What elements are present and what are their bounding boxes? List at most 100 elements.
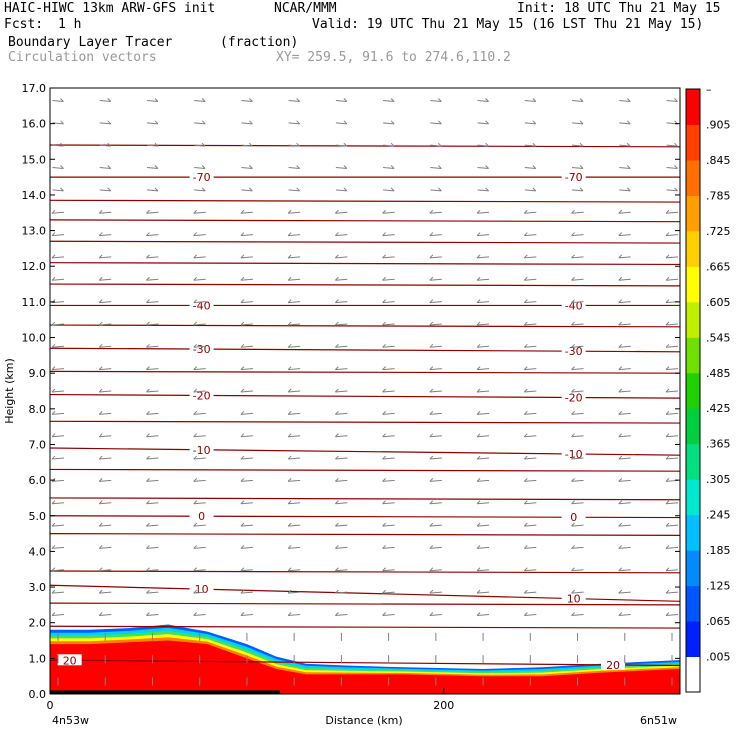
- vector-arrowhead: [240, 545, 245, 549]
- contour-label-bg: [561, 345, 586, 357]
- vector-arrowhead: [249, 142, 253, 147]
- vector-arrowhead: [240, 299, 245, 303]
- vector-arrow: [571, 546, 584, 549]
- vector-arrow: [571, 390, 584, 393]
- vector-arrowhead: [154, 120, 159, 125]
- vector-arrowhead: [335, 612, 339, 616]
- vector-arrowhead: [665, 343, 670, 348]
- vector-arrowhead: [335, 254, 339, 259]
- vector-arrow: [193, 412, 206, 415]
- vector-arrow: [51, 234, 65, 237]
- vector-arrow: [335, 524, 348, 527]
- contour-line: [49, 468, 681, 472]
- vector-arrow: [665, 569, 679, 572]
- vector-arrowhead: [98, 209, 103, 214]
- vector-arrow: [193, 591, 206, 594]
- vector-arrowhead: [390, 165, 395, 169]
- vector-arrow: [240, 613, 253, 616]
- vector-arrow: [477, 569, 490, 572]
- circulation-vectors: [51, 98, 679, 686]
- vector-arrow: [193, 502, 206, 505]
- vector-arrowhead: [146, 545, 150, 549]
- vector-arrow: [240, 301, 253, 304]
- vector-arrowhead: [437, 187, 442, 192]
- vector-arrowhead: [618, 410, 623, 415]
- colorbar-swatch: [686, 550, 700, 587]
- vector-arrowhead: [523, 500, 528, 505]
- vector-arrow: [52, 167, 64, 170]
- xy-coordinates: XY= 259.5, 91.6 to 274.6,110.2: [276, 50, 511, 65]
- vector-arrowhead: [571, 254, 575, 259]
- vector-arrowhead: [532, 120, 537, 125]
- vector-arrow: [194, 122, 206, 125]
- vector-arrowhead: [523, 545, 528, 549]
- colorbar-swatch: [686, 372, 700, 409]
- vector-arrow: [99, 524, 112, 527]
- contour-label: -20: [565, 392, 583, 405]
- vector-arrowhead: [523, 410, 528, 415]
- vector-arrowhead: [579, 142, 584, 147]
- vector-arrow: [571, 189, 584, 192]
- vector-arrowhead: [523, 209, 528, 214]
- terrain-surface: [50, 690, 280, 694]
- vector-arrowhead: [240, 276, 245, 281]
- vector-arrow: [99, 502, 112, 505]
- vector-arrowhead: [201, 187, 206, 192]
- vector-arrowhead: [665, 455, 670, 460]
- vector-arrow: [571, 211, 584, 214]
- vector-arrowhead: [240, 522, 245, 527]
- vector-arrow: [382, 435, 395, 438]
- vector-arrow: [193, 546, 206, 549]
- vector-arrow: [619, 99, 631, 102]
- vector-arrow: [477, 256, 490, 259]
- vector-arrow: [429, 234, 442, 237]
- contour-label-bg: [561, 171, 586, 183]
- vector-arrowhead: [287, 366, 292, 371]
- contour-line: [49, 144, 681, 148]
- vector-arrow: [193, 524, 206, 527]
- vector-arrowhead: [193, 388, 198, 393]
- vector-arrow: [477, 211, 490, 214]
- vector-arrowhead: [240, 589, 245, 594]
- colorbar-label: .845: [706, 154, 731, 167]
- tracer-fill-layer: [50, 624, 680, 694]
- vector-arrowhead: [532, 142, 537, 147]
- vector-arrowhead: [523, 366, 528, 371]
- vector-arrow: [382, 412, 395, 415]
- vector-arrowhead: [429, 343, 434, 348]
- vector-arrowhead: [523, 343, 528, 348]
- vector-arrowhead: [107, 187, 112, 192]
- vector-arrowhead: [618, 522, 623, 527]
- vector-arrowhead: [532, 165, 537, 169]
- vector-arrowhead: [335, 410, 339, 415]
- vector-arrowhead: [665, 388, 670, 393]
- contour-label: 0: [570, 511, 577, 524]
- vector-arrow: [146, 167, 159, 170]
- vector-arrow: [665, 546, 679, 549]
- vector-arrowhead: [674, 187, 678, 192]
- vector-arrowhead: [335, 478, 339, 482]
- vector-arrow: [335, 256, 348, 259]
- vector-arrow: [429, 569, 442, 572]
- contour-label: -70: [565, 171, 583, 184]
- vector-arrowhead: [476, 433, 481, 438]
- vector-arrow: [288, 99, 300, 102]
- vector-arrowhead: [287, 567, 292, 572]
- vector-arrow: [288, 122, 300, 125]
- vector-arrow: [382, 368, 395, 371]
- vector-arrow: [288, 435, 301, 438]
- contour-label: 10: [567, 593, 581, 606]
- contour-line: [49, 283, 681, 287]
- vector-arrow: [335, 167, 347, 170]
- vector-arrow: [240, 479, 253, 482]
- vector-arrowhead: [618, 232, 623, 236]
- vector-arrowhead: [476, 522, 481, 527]
- vector-arrow: [524, 323, 537, 326]
- vector-arrowhead: [665, 545, 670, 549]
- vector-arrow: [335, 502, 348, 505]
- vector-arrow: [51, 502, 65, 505]
- y-tick-label: 4.0: [29, 545, 47, 558]
- vector-arrowhead: [335, 366, 339, 371]
- vector-arrowhead: [485, 120, 489, 125]
- vector-arrowhead: [335, 522, 339, 527]
